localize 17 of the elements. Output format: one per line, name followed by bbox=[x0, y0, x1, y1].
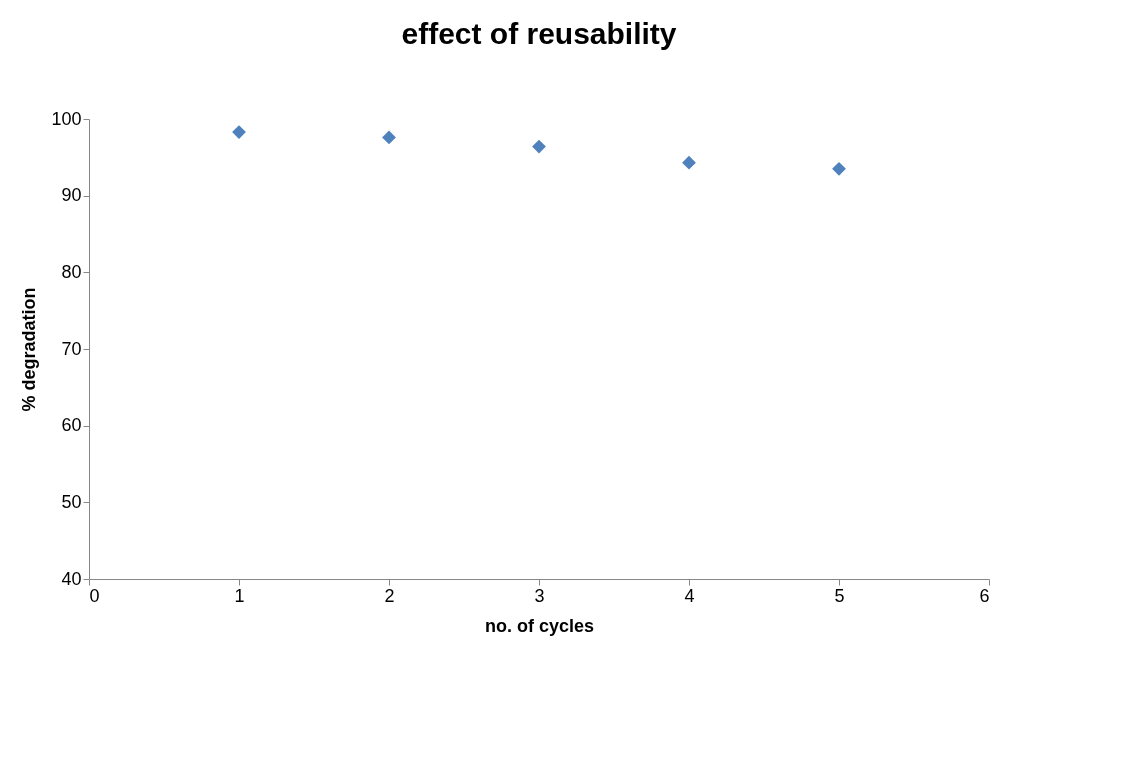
y-tick-label: 80 bbox=[61, 261, 82, 282]
y-tick-label: 70 bbox=[61, 338, 82, 359]
x-tick-label: 4 bbox=[684, 585, 695, 606]
y-tick-label: 100 bbox=[51, 108, 82, 129]
x-tick-label: 3 bbox=[534, 585, 545, 606]
x-tick-label: 2 bbox=[384, 585, 395, 606]
x-axis-title: no. of cycles bbox=[484, 615, 595, 636]
y-tick-label: 50 bbox=[61, 491, 82, 512]
y-tick-label: 40 bbox=[61, 568, 82, 589]
y-axis-title: % degradation bbox=[19, 287, 40, 412]
x-tick-label: 5 bbox=[834, 585, 845, 606]
x-tick-label: 0 bbox=[89, 585, 100, 606]
chart-title: effect of reusability bbox=[401, 17, 677, 50]
x-tick-label: 6 bbox=[979, 585, 990, 606]
x-tick-label: 1 bbox=[234, 585, 245, 606]
y-tick-label: 60 bbox=[61, 415, 82, 436]
y-tick-label: 90 bbox=[61, 185, 82, 206]
